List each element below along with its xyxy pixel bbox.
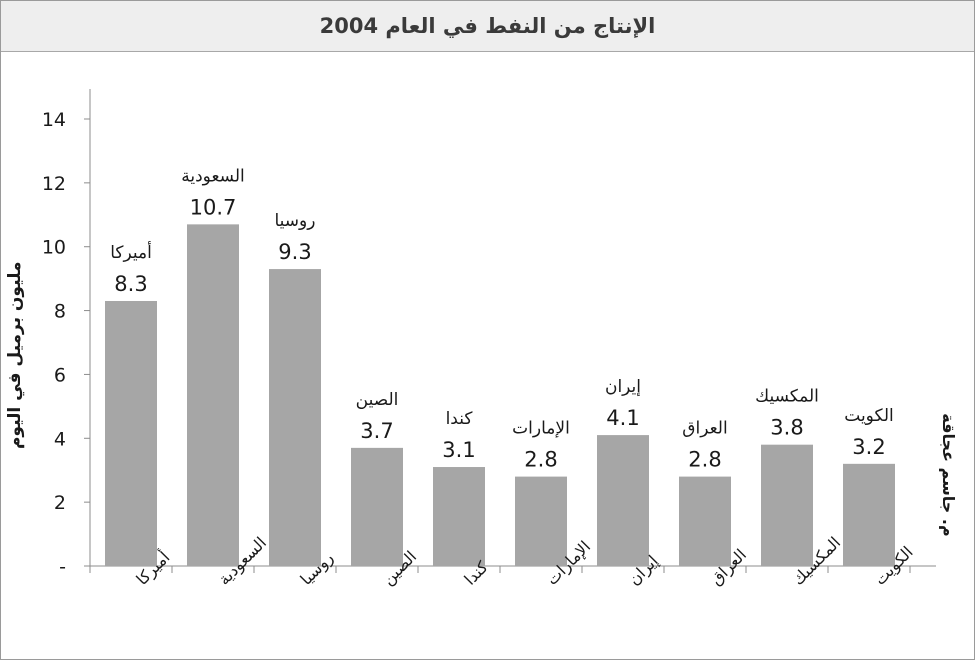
bar-category-label: الإمارات: [512, 419, 570, 439]
y-tick-label: -: [59, 556, 66, 578]
bar: [761, 444, 813, 566]
bar-category-label: روسيا: [275, 211, 316, 231]
bar: [843, 463, 895, 566]
bar: [269, 269, 321, 566]
bar-category-label: أميركا: [110, 241, 152, 263]
bar: [597, 435, 649, 566]
y-tick-label: 10: [42, 237, 66, 259]
data-label: 9.3: [278, 240, 311, 264]
y-tick-label: 2: [54, 492, 66, 514]
bar-category-label: السعودية: [181, 166, 244, 186]
bar: [187, 224, 239, 566]
data-label: 3.1: [442, 438, 475, 462]
data-label: 4.1: [606, 406, 639, 430]
y-tick-label: 14: [42, 109, 66, 131]
y-tick-label: 4: [54, 428, 66, 450]
bar-category-label: الكويت: [844, 406, 894, 426]
data-label: 8.3: [114, 272, 147, 296]
bars: [105, 224, 895, 566]
data-label: 3.7: [360, 419, 393, 443]
bar-category-label: المكسيك: [755, 387, 819, 407]
y-tick-label: 8: [54, 301, 66, 323]
bar-category-label: الصين: [356, 390, 399, 410]
data-label: 3.2: [852, 435, 885, 459]
data-label: 2.8: [524, 448, 557, 472]
bar: [105, 300, 157, 566]
bar-category-label: إيران: [605, 377, 641, 397]
data-label: 10.7: [190, 195, 237, 219]
bar: [679, 476, 731, 566]
bar: [515, 476, 567, 566]
source-credit: م. جاسم عجاقة: [939, 413, 958, 536]
bar: [433, 467, 485, 566]
y-tick-label: 6: [54, 364, 66, 386]
data-label: 3.8: [770, 416, 803, 440]
data-label: 2.8: [688, 448, 721, 472]
title-bar: [1, 1, 974, 52]
y-axis-title: مليون برميل في اليوم: [5, 262, 25, 450]
y-tick-label: 12: [42, 173, 66, 195]
bar: [351, 447, 403, 566]
bar-category-label: كندا: [446, 409, 474, 429]
chart-title: الإنتاج من النفط في العام 2004: [319, 14, 656, 38]
bar-category-label: العراق: [682, 419, 727, 439]
